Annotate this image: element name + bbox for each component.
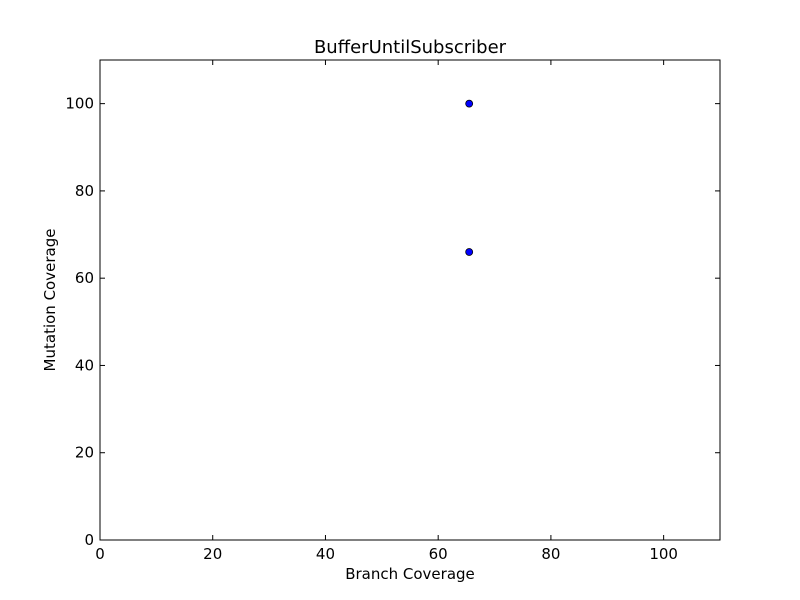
x-tick-label: 0	[95, 545, 105, 563]
y-tick-label: 60	[75, 269, 94, 287]
x-tick-label: 100	[649, 545, 678, 563]
chart-title: BufferUntilSubscriber	[314, 37, 507, 58]
data-point	[465, 248, 474, 256]
y-tick-label: 80	[75, 182, 94, 200]
y-axis-label: Mutation Coverage	[41, 229, 59, 372]
axes-frame	[99, 59, 721, 541]
y-tick-label: 100	[65, 95, 94, 113]
plot-area: 0 20 40 60 80 100 0 20 40 60 80 100	[65, 59, 721, 563]
x-axis-label: Branch Coverage	[345, 565, 475, 583]
x-tick-label: 20	[203, 545, 222, 563]
x-tick-label: 40	[316, 545, 335, 563]
data-point	[465, 99, 474, 108]
y-tick-label: 20	[75, 444, 94, 462]
x-tick-label: 80	[541, 545, 560, 563]
y-tick-label: 40	[75, 356, 94, 374]
x-tick-label: 60	[429, 545, 448, 563]
y-tick-label: 0	[84, 531, 94, 549]
